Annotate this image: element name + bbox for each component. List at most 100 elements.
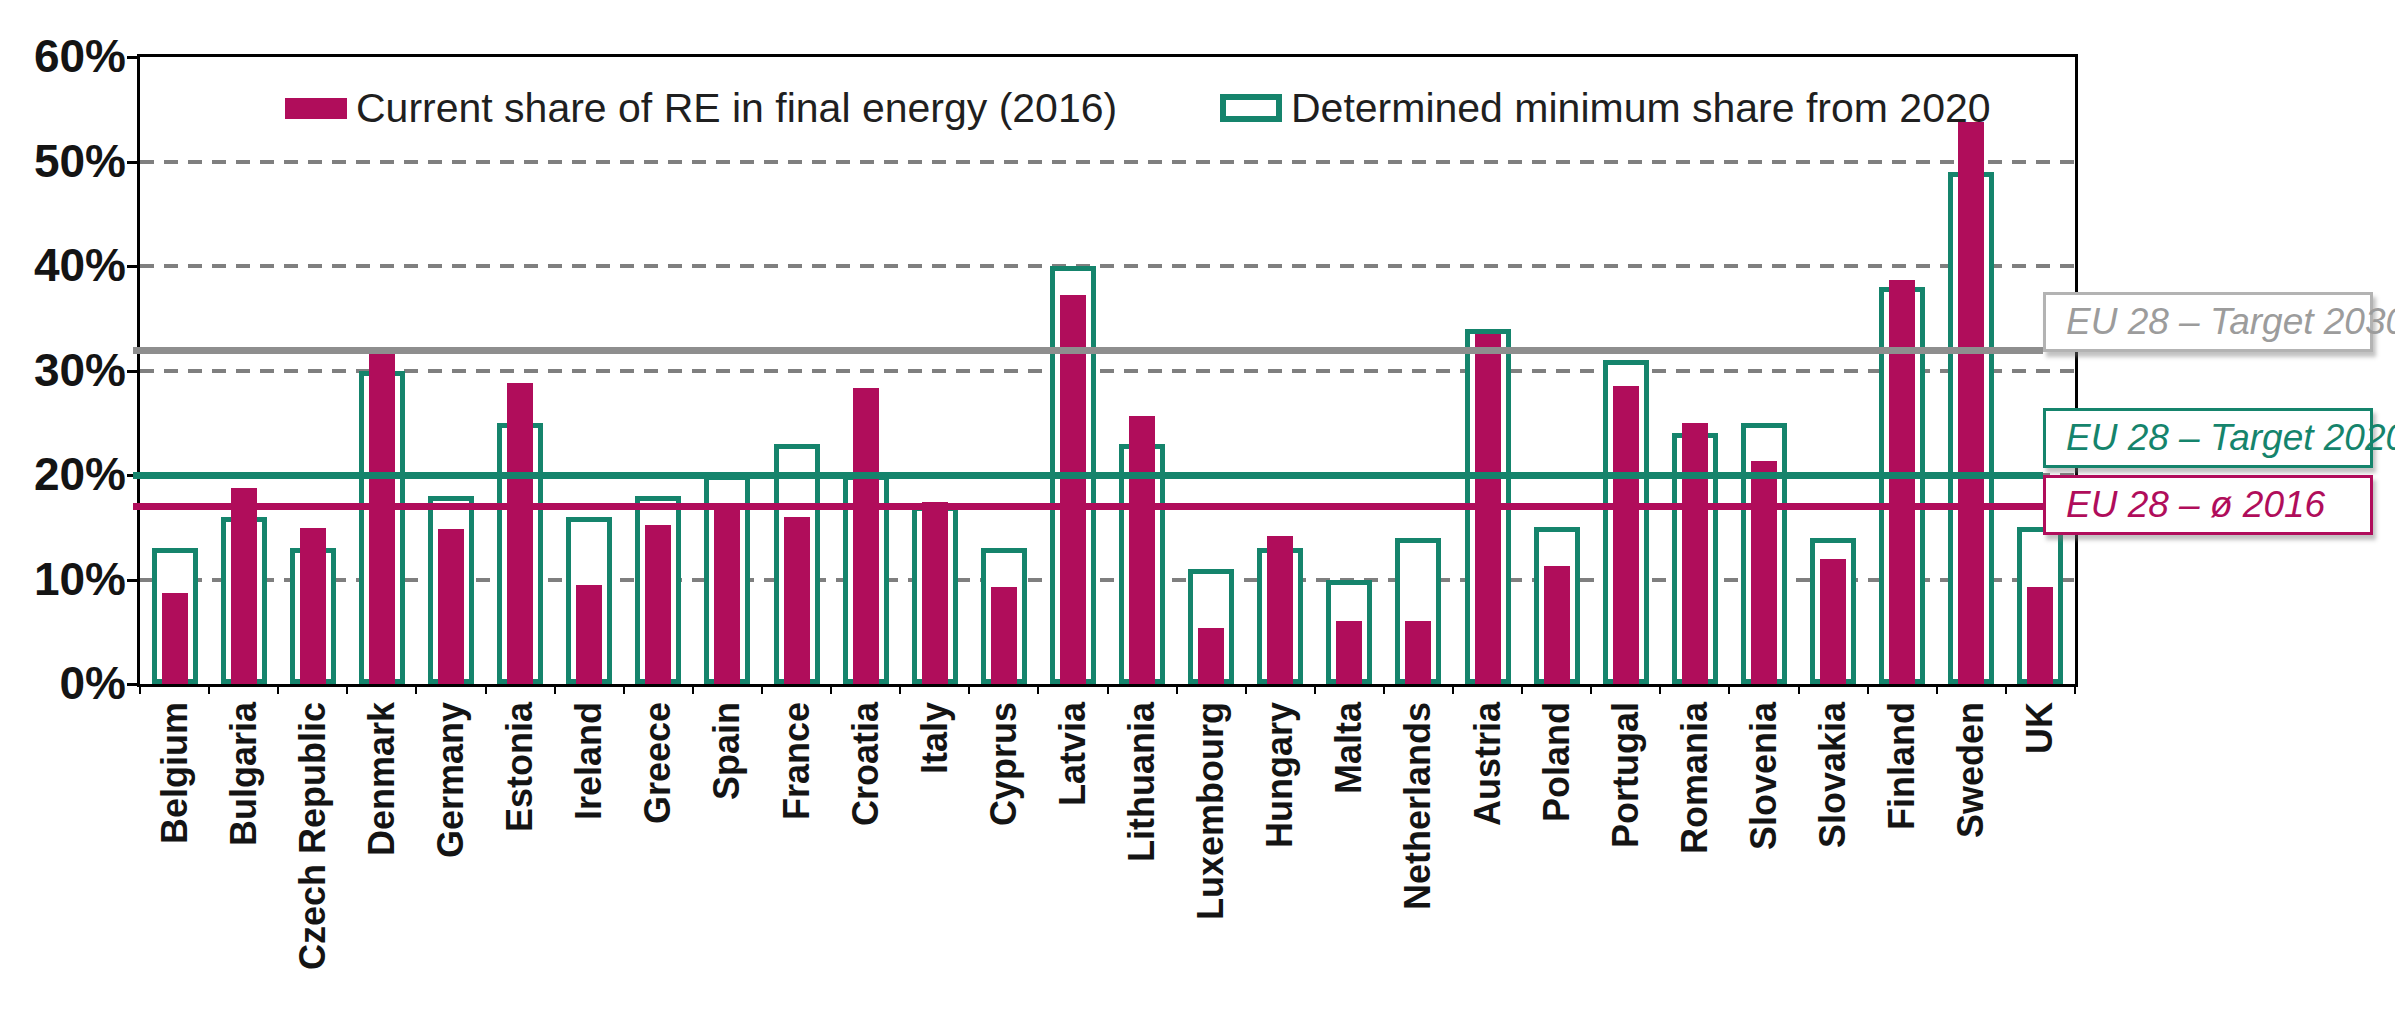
bar-current-hungary — [1267, 536, 1293, 684]
bar-current-finland — [1889, 280, 1915, 684]
x-axis-tick — [485, 684, 487, 694]
bar-current-netherlands — [1405, 621, 1431, 684]
bar-current-spain — [714, 503, 740, 684]
y-axis-label-10: 10% — [0, 553, 126, 605]
bar-current-luxembourg — [1198, 628, 1224, 684]
x-axis-label-uk: UK — [2021, 702, 2059, 754]
y-axis-label-40: 40% — [0, 239, 126, 291]
y-axis-label-0: 0% — [0, 657, 126, 709]
re-share-bar-chart: Current share of RE in final energy (201… — [0, 0, 2395, 1010]
x-axis-tick — [830, 684, 832, 694]
x-axis-label-germany: Germany — [432, 702, 470, 858]
x-axis-label-belgium: Belgium — [156, 702, 194, 844]
bar-current-greece — [645, 525, 671, 684]
bar-current-sweden — [1958, 122, 1984, 684]
gridline-30 — [140, 369, 2075, 373]
reference-line-2 — [133, 503, 2043, 510]
bar-current-portugal — [1613, 386, 1639, 684]
x-axis-label-estonia: Estonia — [501, 702, 539, 832]
annotation-eu28-target-2020-label: EU 28 – Target 2020 — [2066, 417, 2395, 459]
y-axis-label-20: 20% — [0, 448, 126, 500]
x-axis-label-romania: Romania — [1676, 702, 1714, 854]
x-axis-tick — [1452, 684, 1454, 694]
x-axis-label-denmark: Denmark — [363, 702, 401, 856]
annotation-eu28-target-2030-label: EU 28 – Target 2030 — [2066, 301, 2395, 343]
x-axis-tick — [1728, 684, 1730, 694]
x-axis-tick — [1037, 684, 1039, 694]
x-axis-tick — [277, 684, 279, 694]
legend-label-current: Current share of RE in final energy (201… — [356, 84, 1117, 132]
x-axis-tick — [2005, 684, 2007, 694]
x-axis-label-ireland: Ireland — [570, 702, 608, 820]
legend-label-target: Determined minimum share from 2020 — [1291, 84, 1991, 132]
x-axis-label-austria: Austria — [1469, 702, 1507, 826]
x-axis-tick — [623, 684, 625, 694]
y-axis-tick-60 — [127, 56, 140, 59]
minimum-share-swatch — [1220, 94, 1282, 122]
x-axis-tick — [899, 684, 901, 694]
x-axis-tick — [1936, 684, 1938, 694]
x-axis-tick — [1383, 684, 1385, 694]
bar-current-denmark — [369, 348, 395, 684]
bar-current-estonia — [507, 383, 533, 684]
bar-current-france — [784, 517, 810, 684]
x-axis-label-portugal: Portugal — [1607, 702, 1645, 848]
x-axis-tick — [1245, 684, 1247, 694]
x-axis-tick — [1590, 684, 1592, 694]
y-axis-tick-10 — [127, 579, 140, 582]
x-axis-label-hungary: Hungary — [1261, 702, 1299, 848]
bar-current-lithuania — [1129, 416, 1155, 684]
annotation-eu28-target-2030: EU 28 – Target 2030 — [2043, 292, 2373, 352]
x-axis-label-spain: Spain — [708, 702, 746, 800]
x-axis-label-malta: Malta — [1330, 702, 1368, 794]
annotation-eu28-avg-2016: EU 28 – ø 2016 — [2043, 475, 2373, 535]
x-axis-label-bulgaria: Bulgaria — [225, 702, 263, 846]
bar-current-bulgaria — [231, 488, 257, 684]
annotation-eu28-avg-2016-label: EU 28 – ø 2016 — [2066, 484, 2325, 526]
bar-current-italy — [922, 502, 948, 684]
x-axis-label-poland: Poland — [1538, 702, 1576, 822]
x-axis-label-sweden: Sweden — [1952, 702, 1990, 838]
x-axis-tick — [346, 684, 348, 694]
x-axis-tick — [554, 684, 556, 694]
x-axis-tick — [1659, 684, 1661, 694]
y-axis-label-60: 60% — [0, 30, 126, 82]
x-axis-label-france: France — [778, 702, 816, 820]
x-axis-label-greece: Greece — [639, 702, 677, 824]
current-share-swatch — [285, 98, 347, 119]
bar-current-poland — [1544, 566, 1570, 684]
plot-area — [140, 57, 2075, 684]
x-axis-tick — [139, 684, 141, 694]
x-axis-label-lithuania: Lithuania — [1123, 702, 1161, 862]
bar-current-croatia — [853, 388, 879, 684]
x-axis-tick — [1798, 684, 1800, 694]
annotation-eu28-target-2020: EU 28 – Target 2020 — [2043, 408, 2373, 468]
y-axis-label-30: 30% — [0, 344, 126, 396]
reference-line-0 — [133, 347, 2043, 354]
x-axis-label-czech-republic: Czech Republic — [294, 702, 332, 970]
reference-line-1 — [133, 472, 2043, 479]
x-axis-tick — [2074, 684, 2076, 694]
x-axis-label-italy: Italy — [916, 702, 954, 774]
x-axis-tick — [415, 684, 417, 694]
x-axis-tick — [761, 684, 763, 694]
bar-current-malta — [1336, 621, 1362, 684]
bar-current-romania — [1682, 423, 1708, 684]
x-axis-tick — [1314, 684, 1316, 694]
gridline-50 — [140, 160, 2075, 164]
bar-current-germany — [438, 529, 464, 684]
bar-current-slovenia — [1751, 461, 1777, 684]
x-axis-tick — [208, 684, 210, 694]
bar-current-cyprus — [991, 587, 1017, 684]
x-axis-tick — [692, 684, 694, 694]
x-axis-tick — [968, 684, 970, 694]
legend-item-current: Current share of RE in final energy (201… — [285, 84, 1117, 132]
x-axis-tick — [1107, 684, 1109, 694]
x-axis-label-latvia: Latvia — [1054, 702, 1092, 806]
y-axis-tick-40 — [127, 265, 140, 268]
y-axis-tick-30 — [127, 370, 140, 373]
legend-item-target: Determined minimum share from 2020 — [1220, 84, 1991, 132]
x-axis-tick — [1867, 684, 1869, 694]
bar-current-slovakia — [1820, 559, 1846, 684]
bar-current-czech-republic — [300, 528, 326, 684]
